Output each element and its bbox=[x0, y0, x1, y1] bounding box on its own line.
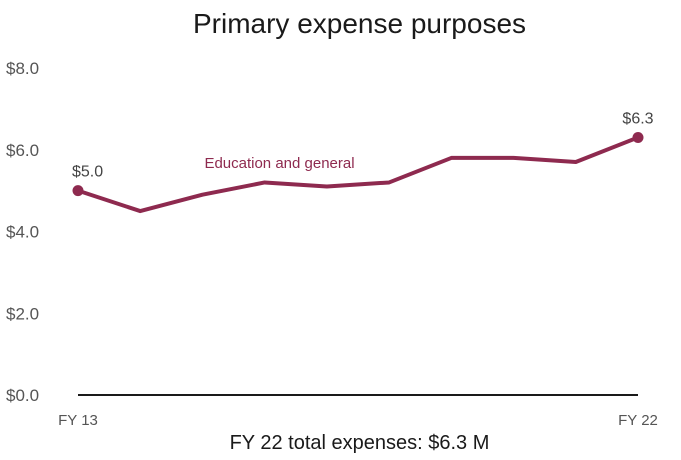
y-tick-label: $8.0 bbox=[6, 59, 39, 78]
y-tick-label: $6.0 bbox=[6, 141, 39, 160]
series-layer: Education and general $5.0 $6.3 bbox=[72, 110, 654, 214]
series-line bbox=[76, 135, 640, 214]
y-axis-ticks: $0.0 $2.0 $4.0 $6.0 $8.0 bbox=[6, 59, 39, 405]
data-point-marker bbox=[632, 131, 644, 143]
series-label: Education and general bbox=[204, 155, 354, 172]
x-axis-ticks: FY 13 FY 22 bbox=[58, 412, 658, 429]
data-label: $6.3 bbox=[622, 110, 653, 127]
y-tick-label: $2.0 bbox=[6, 304, 39, 323]
chart-title: Primary expense purposes bbox=[192, 8, 527, 39]
y-tick-label: $4.0 bbox=[6, 223, 39, 242]
data-point-marker bbox=[72, 185, 84, 197]
chart-footer: FY 22 total expenses: $6.3 M bbox=[229, 432, 490, 454]
x-tick-label: FY 22 bbox=[618, 412, 658, 429]
data-label: $5.0 bbox=[72, 164, 103, 181]
y-tick-label: $0.0 bbox=[6, 386, 39, 405]
x-tick-label: FY 13 bbox=[58, 412, 98, 429]
